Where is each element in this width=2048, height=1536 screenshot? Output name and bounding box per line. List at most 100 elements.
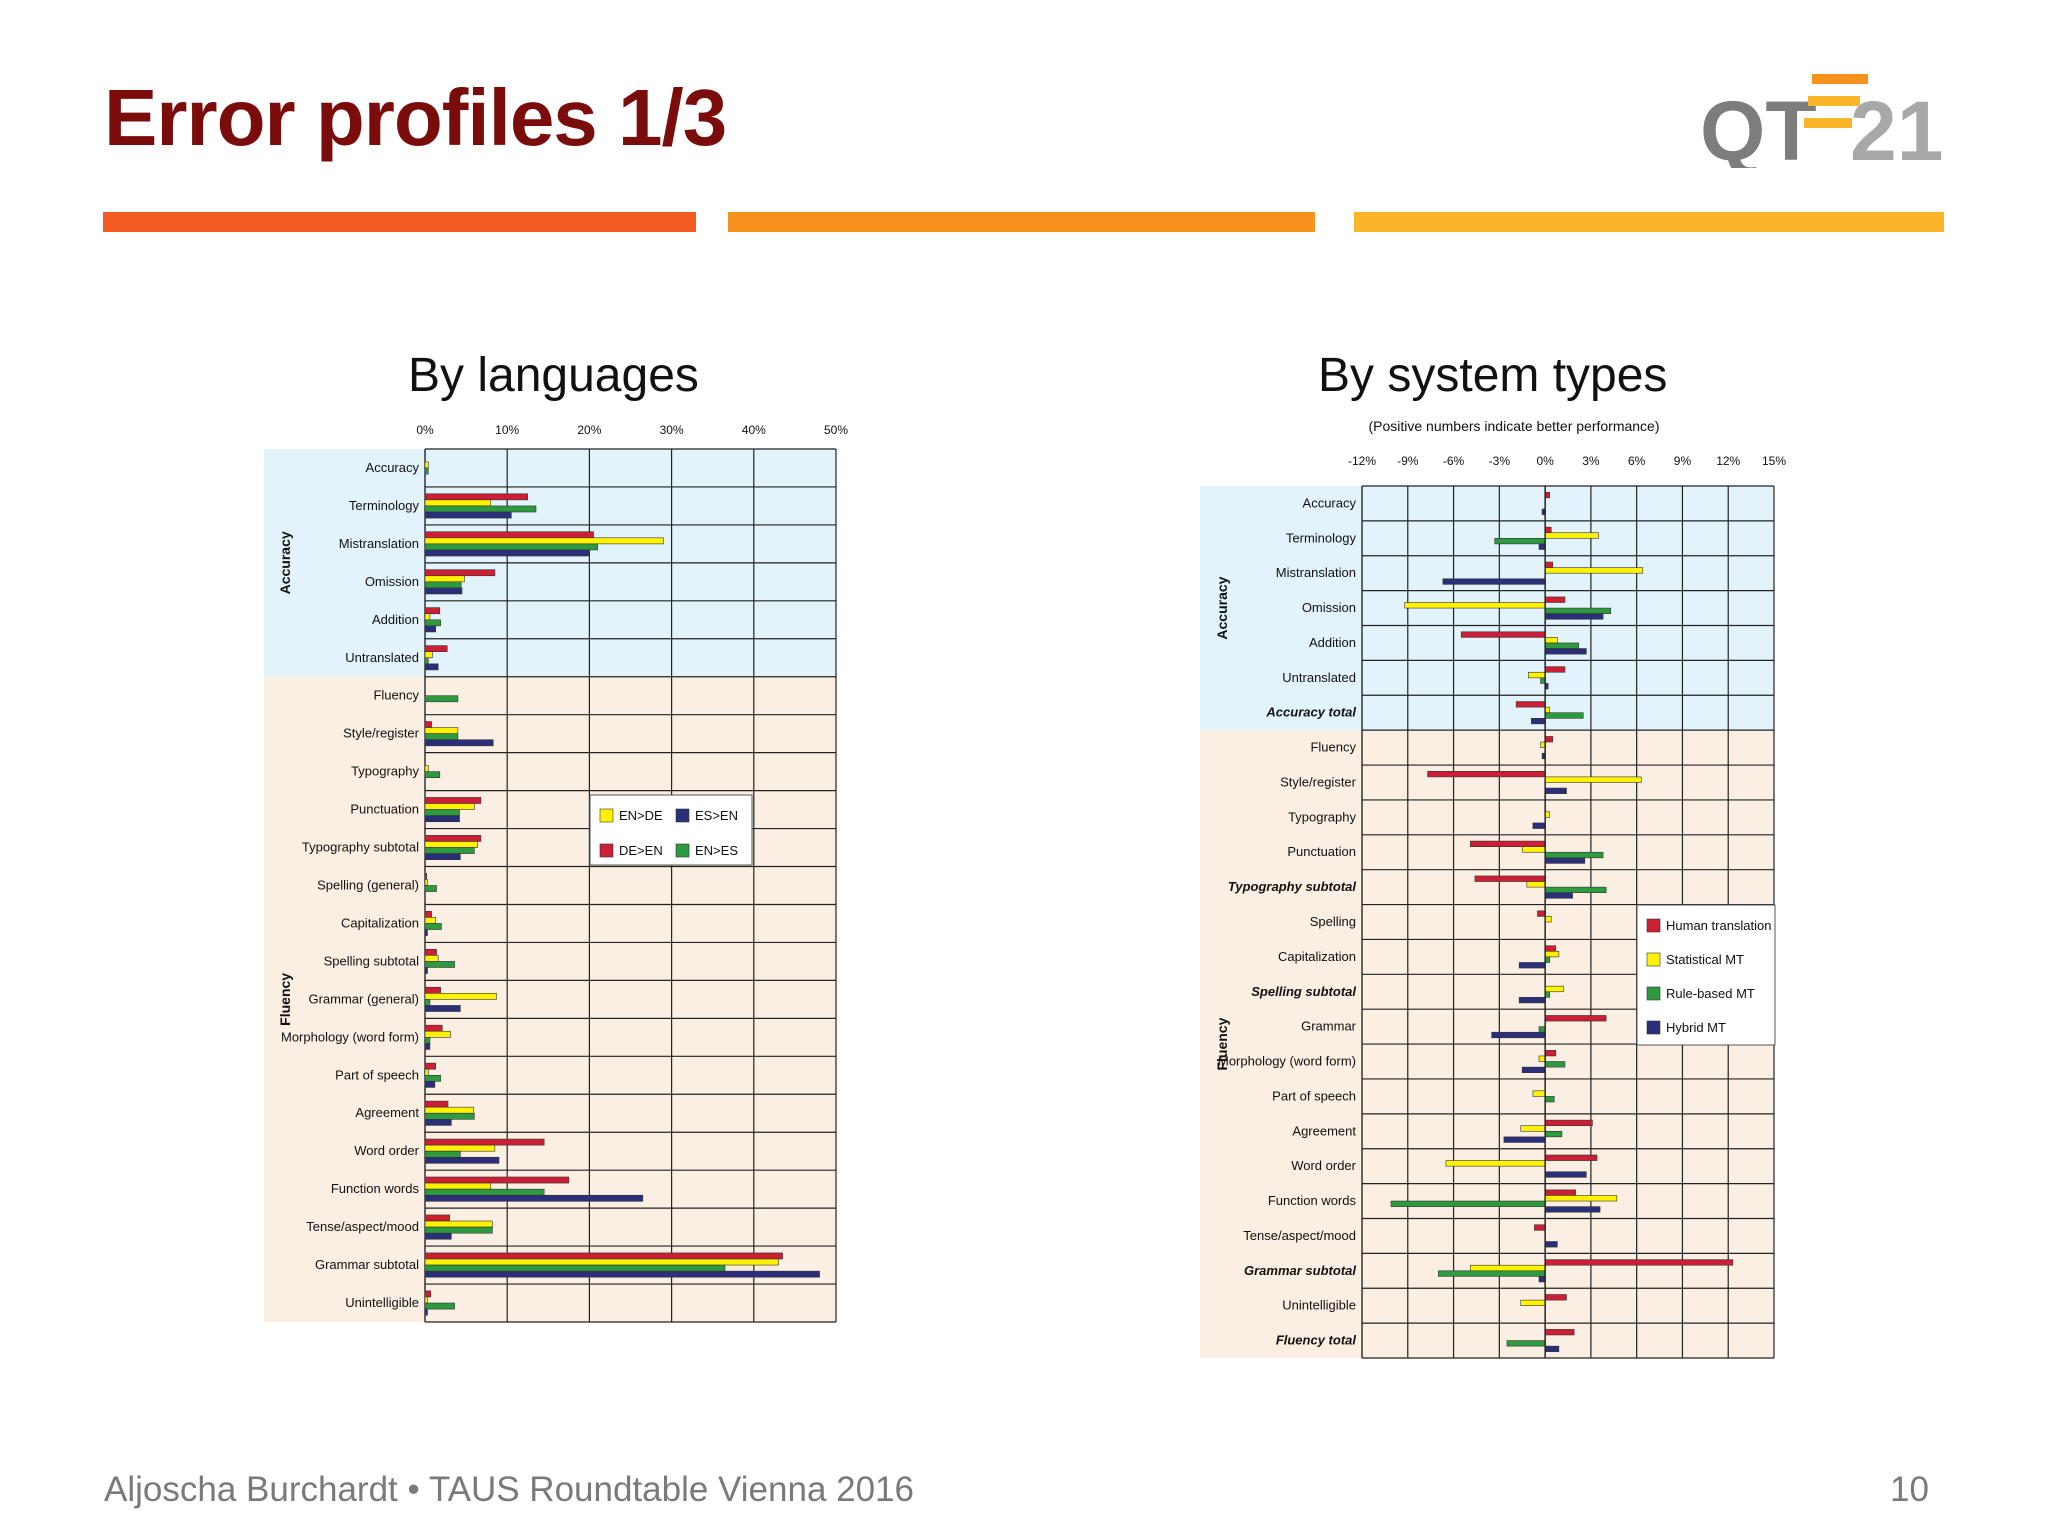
- bar-human-translation: [1544, 1259, 1734, 1266]
- bar-es-en: [424, 1308, 428, 1316]
- bar-rule-based-mt: [1494, 538, 1546, 545]
- logo-text-left: QT: [1700, 84, 1817, 168]
- footer-text: Aljoscha Burchardt • TAUS Roundtable Vie…: [104, 1470, 914, 1509]
- bar-human-translation: [1544, 526, 1552, 534]
- bar-hybrid-mt: [1531, 718, 1546, 725]
- bar-en-de: [424, 992, 497, 1000]
- bar-human-translation: [1470, 840, 1546, 847]
- bar-rule-based-mt: [1538, 1026, 1546, 1033]
- legend-swatch-en-de: [599, 808, 614, 823]
- bar-human-translation: [1544, 1050, 1557, 1057]
- bar-hybrid-mt: [1538, 1276, 1546, 1283]
- bar-statistical-mt: [1520, 1299, 1546, 1306]
- category-label-agreement: Agreement: [1292, 1123, 1356, 1138]
- bar-human-translation: [1544, 1329, 1575, 1336]
- bar-hybrid-mt: [1518, 962, 1546, 969]
- category-label-typography: Typography: [351, 764, 419, 779]
- x-tick-label: -6%: [1443, 454, 1465, 468]
- bar-de-en: [424, 645, 448, 652]
- bar-es-en: [424, 587, 463, 595]
- bar-hybrid-mt: [1521, 1066, 1546, 1073]
- legend-swatch-rule-based-mt: [1646, 986, 1661, 1001]
- category-label-fluency-total: Fluency total: [1276, 1333, 1357, 1348]
- slide-title: Error profiles 1/3: [104, 73, 727, 162]
- bar-statistical-mt: [1544, 532, 1599, 539]
- bar-human-translation: [1544, 945, 1557, 952]
- bar-en-es: [424, 1302, 455, 1310]
- x-tick-label: 15%: [1762, 454, 1786, 468]
- category-label-untranslated: Untranslated: [1282, 670, 1356, 685]
- bar-es-en: [424, 1232, 452, 1240]
- deco-bar-yellow: [1354, 212, 1944, 232]
- bar-es-en: [424, 549, 590, 557]
- bar-de-en: [424, 607, 441, 615]
- x-tick-label: -9%: [1397, 454, 1419, 468]
- group-background-fluency: [264, 676, 836, 1322]
- category-label-omission: Omission: [365, 574, 419, 589]
- bar-hybrid-mt: [1518, 997, 1546, 1004]
- category-label-part-of-speech: Part of speech: [335, 1067, 419, 1082]
- group-label-fluency: Fluency: [1214, 1017, 1230, 1070]
- legend-label-rule-based-mt: Rule-based MT: [1666, 986, 1755, 1001]
- x-tick-label: 0%: [1536, 454, 1554, 468]
- group-label-fluency: Fluency: [277, 973, 293, 1026]
- category-label-tense-aspect-mood: Tense/aspect/mood: [1243, 1228, 1356, 1243]
- bar-human-translation: [1544, 1294, 1567, 1301]
- category-label-untranslated: Untranslated: [345, 650, 419, 665]
- category-label-spelling-subtotal: Spelling subtotal: [324, 953, 420, 968]
- bar-statistical-mt: [1520, 1125, 1546, 1132]
- legend-label-en-es: EN>ES: [695, 843, 738, 858]
- category-label-addition: Addition: [372, 612, 419, 627]
- bar-hybrid-mt: [1544, 1345, 1560, 1353]
- category-label-accuracy: Accuracy: [1303, 495, 1357, 510]
- category-label-function-words: Function words: [331, 1181, 420, 1196]
- bar-de-en: [424, 1062, 436, 1070]
- bar-hybrid-mt: [1544, 648, 1587, 655]
- bar-es-en: [424, 1156, 500, 1164]
- bar-es-en: [424, 1270, 820, 1278]
- bar-rule-based-mt: [1544, 607, 1612, 614]
- category-label-morphology-word-form: Morphology (word form): [281, 1029, 419, 1044]
- bar-statistical-mt: [1470, 1264, 1546, 1272]
- bar-de-en: [424, 1290, 432, 1298]
- x-tick-label: 6%: [1628, 454, 1646, 468]
- bar-hybrid-mt: [1544, 857, 1586, 864]
- bar-human-translation: [1544, 1154, 1598, 1161]
- category-label-word-order: Word order: [1291, 1158, 1356, 1173]
- bar-en-de: [424, 651, 433, 659]
- legend-label-es-en: ES>EN: [695, 808, 738, 823]
- bar-hybrid-mt: [1544, 1171, 1587, 1178]
- category-label-agreement: Agreement: [355, 1105, 419, 1120]
- category-label-terminology: Terminology: [349, 498, 420, 513]
- x-tick-label: 50%: [824, 423, 848, 437]
- bar-hybrid-mt: [1532, 822, 1546, 829]
- category-label-part-of-speech: Part of speech: [1272, 1088, 1356, 1103]
- bar-human-translation: [1544, 666, 1566, 673]
- category-label-accuracy: Accuracy: [366, 460, 420, 475]
- legend-label-hybrid-mt: Hybrid MT: [1666, 1020, 1726, 1035]
- bar-statistical-mt: [1544, 985, 1564, 993]
- bar-statistical-mt: [1544, 950, 1560, 958]
- group-label-accuracy: Accuracy: [1214, 576, 1230, 639]
- category-label-morphology-word-form: Morphology (word form): [1218, 1054, 1356, 1069]
- legend-swatch-statistical-mt: [1646, 952, 1661, 967]
- x-tick-label: 10%: [495, 423, 519, 437]
- chart-heading-system-types: By system types: [1318, 349, 1668, 402]
- bar-statistical-mt: [1544, 1195, 1618, 1202]
- category-label-spelling-subtotal: Spelling subtotal: [1251, 984, 1356, 999]
- bar-human-translation: [1544, 1189, 1576, 1196]
- page-number: 10: [1890, 1470, 1929, 1509]
- x-tick-label: 20%: [577, 423, 601, 437]
- bar-statistical-mt: [1528, 671, 1546, 679]
- bar-es-en: [424, 1194, 644, 1202]
- bar-human-translation: [1544, 596, 1566, 603]
- bar-rule-based-mt: [1437, 1270, 1546, 1277]
- category-label-omission: Omission: [1302, 600, 1356, 615]
- category-label-style-register: Style/register: [1280, 774, 1357, 789]
- bar-statistical-mt: [1532, 1090, 1546, 1097]
- bar-statistical-mt: [1526, 881, 1546, 888]
- bar-human-translation: [1534, 1224, 1546, 1231]
- category-label-mistranslation: Mistranslation: [339, 536, 419, 551]
